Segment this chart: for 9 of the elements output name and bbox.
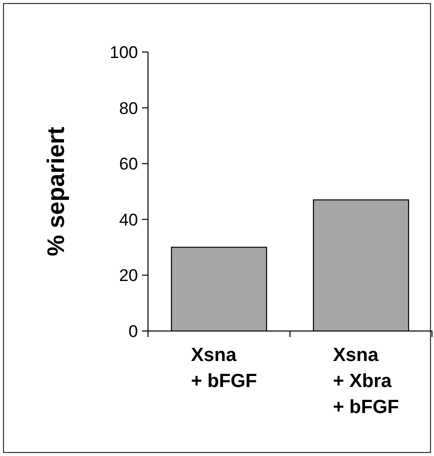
y-tick-label: 40: [119, 210, 138, 230]
y-axis-title: % separiert: [43, 126, 70, 256]
y-tick-label: 80: [119, 98, 138, 118]
y-tick-label: 20: [119, 266, 138, 286]
y-tick-label: 0: [128, 322, 138, 341]
x-tick-label: Xsna + Xbra + bFGF: [333, 345, 399, 418]
x-tick-label: Xsna + bFGF: [191, 345, 257, 392]
y-tick-label: 60: [119, 154, 138, 174]
y-tick-label: 100: [110, 42, 138, 62]
